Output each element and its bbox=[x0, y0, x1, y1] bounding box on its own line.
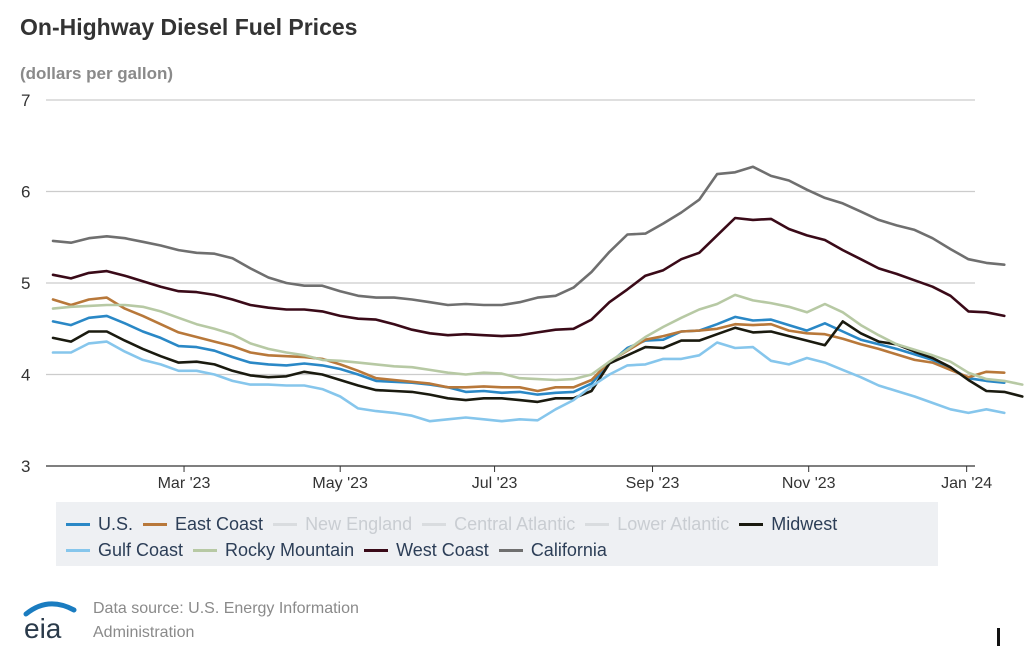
eia-logo: eia bbox=[22, 600, 82, 647]
legend-swatch bbox=[739, 523, 764, 526]
legend-swatch bbox=[273, 523, 298, 526]
legend-label: New England bbox=[305, 514, 413, 534]
x-tick-label: Jul '23 bbox=[472, 475, 518, 492]
series-line-gulf-coast bbox=[51, 340, 1006, 423]
series-line-west-coast bbox=[51, 216, 1006, 338]
legend-item-lower-atlantic[interactable]: Lower Atlantic bbox=[585, 514, 729, 535]
series-line-rocky-mountain bbox=[51, 293, 1024, 386]
legend-item-california[interactable]: California bbox=[498, 540, 607, 561]
legend-label: Gulf Coast bbox=[98, 540, 184, 560]
legend-label: Lower Atlantic bbox=[617, 514, 730, 534]
x-tick-label: Mar '23 bbox=[158, 475, 211, 492]
eia-logo-arc bbox=[23, 601, 77, 617]
y-tick-label: 6 bbox=[21, 183, 30, 202]
legend-swatch bbox=[364, 549, 389, 552]
series-line-u-s bbox=[51, 314, 1006, 396]
y-tick-label: 5 bbox=[21, 274, 30, 293]
y-tick-label: 3 bbox=[21, 457, 30, 476]
chart-title: On-Highway Diesel Fuel Prices bbox=[20, 14, 358, 40]
legend-label: Central Atlantic bbox=[454, 514, 576, 534]
legend-item-central-atlantic[interactable]: Central Atlantic bbox=[422, 514, 575, 535]
legend-item-midwest[interactable]: Midwest bbox=[739, 514, 837, 535]
legend-label: Rocky Mountain bbox=[225, 540, 355, 560]
series-line-east-coast bbox=[51, 296, 1006, 393]
legend-swatch bbox=[143, 523, 168, 526]
data-source-line-1: Data source: U.S. Energy Information bbox=[93, 600, 359, 617]
legend-swatch bbox=[66, 523, 90, 526]
legend-label: East Coast bbox=[175, 514, 264, 534]
legend-swatch bbox=[585, 523, 610, 526]
legend-label: West Coast bbox=[396, 540, 489, 560]
series-line-california bbox=[51, 165, 1006, 307]
eia-logo-text: eia bbox=[24, 613, 62, 642]
chart-svg: 3 4 5 6 7 Mar '23 May '23 Jul '23 Sep '23 Nov '23… bbox=[21, 91, 1024, 492]
x-tick-label: Nov '23 bbox=[782, 475, 836, 492]
chart-legend: U.S. East Coast New England Central Atlanti… bbox=[56, 502, 938, 566]
legend-swatch bbox=[66, 549, 90, 552]
legend-swatch bbox=[498, 549, 523, 552]
chart-subtitle: (dollars per gallon) bbox=[20, 64, 174, 83]
legend-item-u-s[interactable]: U.S. bbox=[66, 514, 133, 535]
y-tick-label: 7 bbox=[21, 91, 30, 110]
data-source: Data source: U.S. Energy Information Adm… bbox=[93, 597, 359, 645]
legend-item-gulf-coast[interactable]: Gulf Coast bbox=[66, 540, 183, 561]
legend-item-east-coast[interactable]: East Coast bbox=[143, 514, 263, 535]
x-tick-label: May '23 bbox=[312, 475, 368, 492]
legend-swatch bbox=[422, 523, 447, 526]
legend-label: Midwest bbox=[771, 514, 838, 534]
y-tick-label: 4 bbox=[21, 366, 30, 385]
x-tick-label: Jan '24 bbox=[941, 475, 992, 492]
legend-label: California bbox=[530, 540, 607, 560]
legend-item-west-coast[interactable]: West Coast bbox=[364, 540, 489, 561]
legend-item-rocky-mountain[interactable]: Rocky Mountain bbox=[193, 540, 354, 561]
text-cursor bbox=[997, 628, 1000, 646]
legend-label: U.S. bbox=[98, 514, 134, 534]
legend-swatch bbox=[193, 549, 218, 552]
data-source-line-2: Administration bbox=[93, 624, 195, 641]
x-tick-label: Sep '23 bbox=[626, 475, 680, 492]
series-line-midwest bbox=[51, 320, 1024, 404]
legend-item-new-england[interactable]: New England bbox=[273, 514, 412, 535]
